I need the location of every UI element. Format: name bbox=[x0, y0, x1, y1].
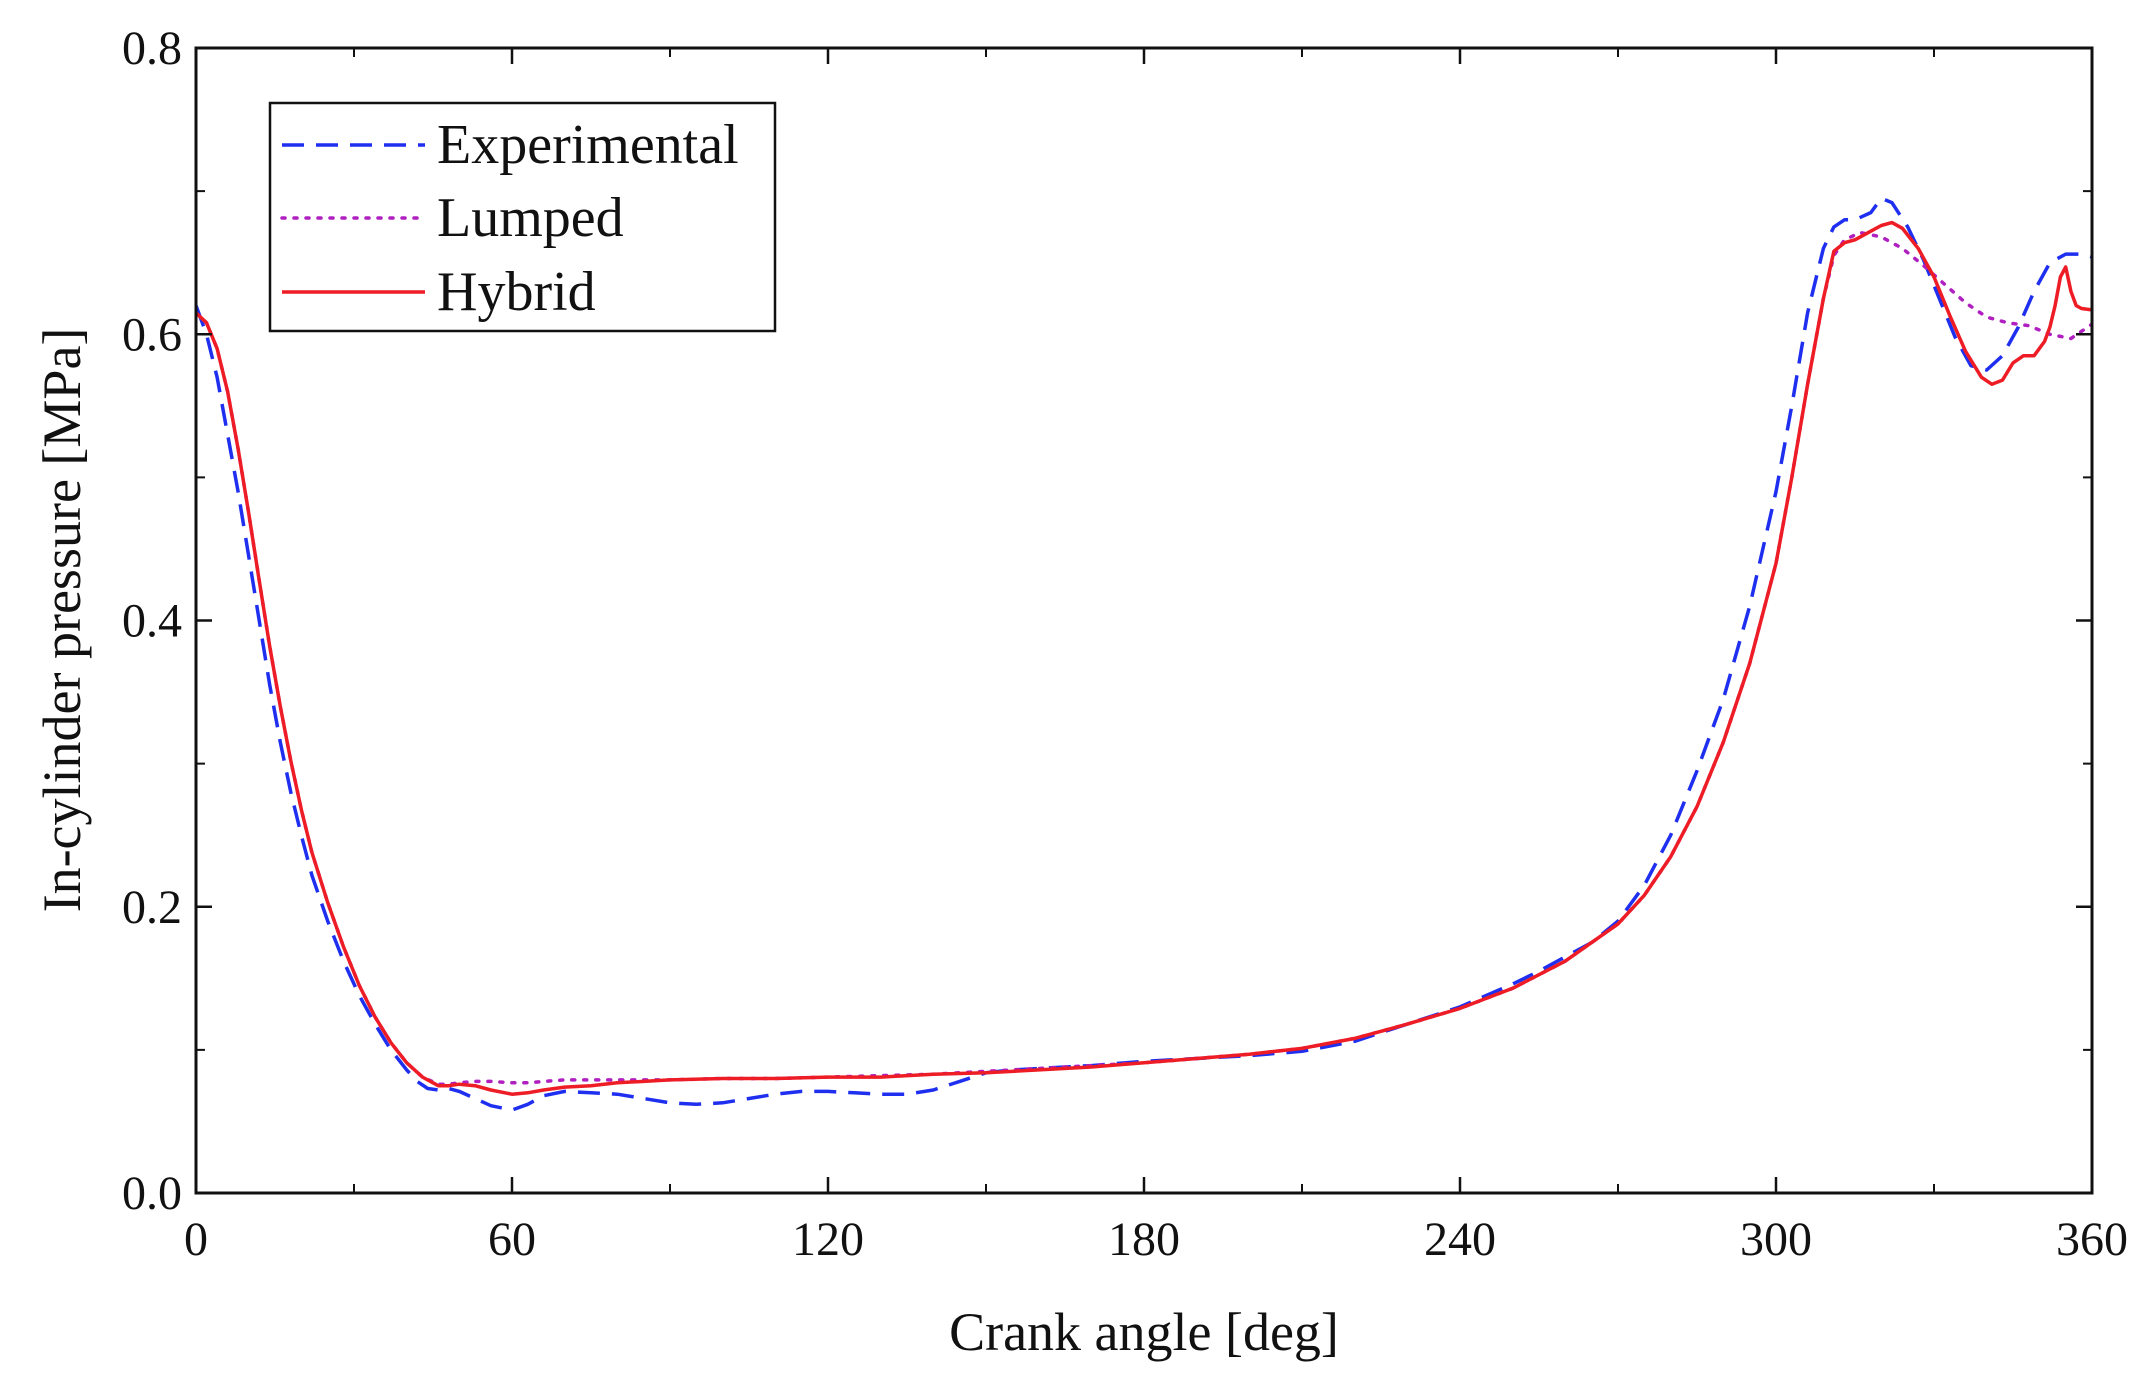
y-tick-label: 0.6 bbox=[122, 308, 182, 361]
x-tick-label: 300 bbox=[1740, 1213, 1812, 1266]
series-layer bbox=[196, 196, 2092, 1112]
legend: Experimental Lumped Hybrid bbox=[268, 101, 777, 333]
ticks-layer: 0 60 120 180 240 300 360 0.0 0.2 0.4 0.6 0.8 bbox=[122, 22, 2128, 1266]
x-tick-label: 60 bbox=[488, 1213, 536, 1266]
x-tick-label: 240 bbox=[1424, 1213, 1496, 1266]
legend-label-experimental: Experimental bbox=[437, 114, 739, 176]
x-tick-label: 0 bbox=[184, 1213, 208, 1266]
y-tick-label: 0.8 bbox=[122, 22, 182, 75]
x-tick-label: 120 bbox=[792, 1213, 864, 1266]
series-line-hybrid bbox=[196, 220, 2092, 1096]
x-tick-label: 180 bbox=[1108, 1213, 1180, 1266]
legend-label-hybrid: Hybrid bbox=[437, 261, 596, 323]
x-tick-label: 360 bbox=[2056, 1213, 2128, 1266]
x-axis-title: Crank angle [deg] bbox=[949, 1302, 1339, 1362]
y-tick-label: 0.2 bbox=[122, 881, 182, 934]
y-tick-label: 0.0 bbox=[122, 1167, 182, 1220]
y-axis-title: In-cylinder pressure [MPa] bbox=[32, 328, 92, 913]
y-tick-label: 0.4 bbox=[122, 595, 182, 648]
legend-label-lumped: Lumped bbox=[437, 187, 624, 249]
